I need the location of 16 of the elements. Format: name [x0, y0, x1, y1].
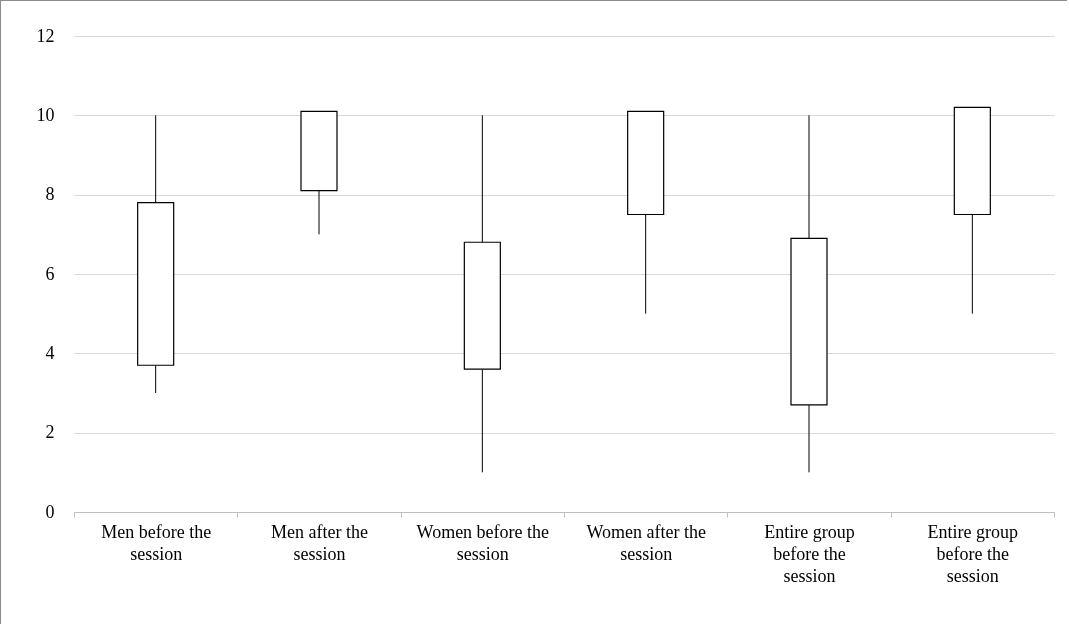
x-tick-label: Entire group before the session: [927, 521, 1019, 586]
y-tick-label: 4: [45, 342, 55, 363]
y-tick-label: 8: [45, 184, 55, 205]
x-tick-label: Men after the session: [271, 521, 368, 564]
y-tick-label: 0: [45, 501, 55, 522]
candlestick: [137, 114, 175, 394]
x-tick-label: Women after the session: [586, 521, 706, 564]
x-tick-label: Men before the session: [101, 521, 212, 564]
candlestick: [790, 114, 828, 473]
y-tick-label: 6: [45, 263, 55, 284]
x-tick-label: Women before the session: [416, 521, 550, 564]
x-tick-label: Entire group before the session: [764, 521, 855, 586]
candlestick: [463, 114, 501, 473]
y-tick-label: 10: [36, 104, 55, 125]
y-tick-label: 12: [36, 25, 55, 46]
y-tick-label: 2: [45, 422, 55, 443]
